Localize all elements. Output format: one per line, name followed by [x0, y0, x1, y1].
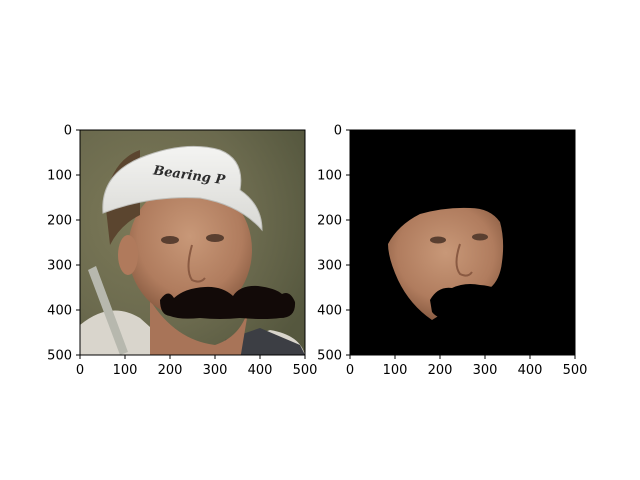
right-ytick-label: 300	[317, 259, 342, 274]
right-ytick-label: 100	[317, 169, 342, 184]
right-xtick-label: 200	[428, 363, 453, 378]
left-ytick-label: 200	[47, 214, 72, 229]
left-ytick-label: 300	[47, 259, 72, 274]
left-ytick-label: 400	[47, 304, 72, 319]
right-xtick-label: 300	[473, 363, 498, 378]
left-ytick-label: 100	[47, 169, 72, 184]
right-xtick-label: 0	[346, 363, 354, 378]
right-ytick-label: 500	[317, 349, 342, 364]
right-ytick-label: 400	[317, 304, 342, 319]
right-mustache	[430, 284, 504, 321]
left-axes: Bearing P 0 100 200 300 400 500 0 100 200 300 400 5…	[47, 124, 317, 379]
left-xtick-label: 200	[158, 363, 183, 378]
left-xtick-label: 500	[293, 363, 318, 378]
right-xtick-label: 500	[563, 363, 588, 378]
left-xtick-label: 400	[248, 363, 273, 378]
left-xtick-label: 100	[113, 363, 138, 378]
right-xtick-label: 100	[383, 363, 408, 378]
right-image	[350, 130, 575, 355]
left-ytick-label: 500	[47, 349, 72, 364]
left-ytick-label: 0	[64, 124, 72, 139]
right-axes: 0 100 200 300 400 500 0 100 200 300 400 500	[317, 124, 587, 379]
left-xtick-label: 300	[203, 363, 228, 378]
left-image: Bearing P	[80, 130, 305, 360]
right-ytick-label: 200	[317, 214, 342, 229]
right-ytick-label: 0	[334, 124, 342, 139]
left-xtick-label: 0	[76, 363, 84, 378]
right-xtick-label: 400	[518, 363, 543, 378]
